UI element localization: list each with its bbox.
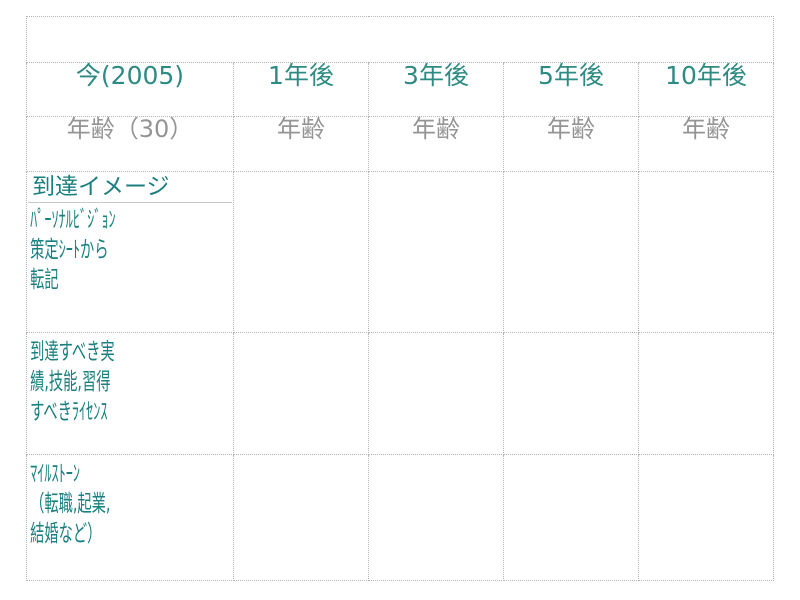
row-sublabel-line: 到達すべき実 — [30, 339, 115, 365]
year-header-now: 今(2005) — [26, 61, 234, 117]
year-label: 5年後 — [538, 61, 604, 90]
entry-cell-achievements-1y[interactable] — [368, 332, 504, 455]
year-label: 今(2005) — [75, 61, 185, 90]
row-sublabel-block: ﾊﾟｰｿﾅﾙﾋﾞｼﾞｮﾝ 策定ｼｰﾄから 転記 — [27, 203, 233, 295]
row-sublabel-line: すべきﾗｲｾﾝｽ — [30, 399, 108, 425]
entry-cell-reach-image-now[interactable] — [233, 171, 369, 333]
year-header-3y: 3年後 — [368, 61, 504, 117]
age-header-5y: 年齢 — [503, 115, 639, 172]
year-header-10y: 10年後 — [637, 61, 775, 117]
row-sublabel-line: 結婚など） — [30, 521, 102, 547]
entry-cell-milestones-1y[interactable] — [368, 454, 504, 581]
age-header-1y: 年齢 — [233, 115, 369, 172]
age-header-row: 年齢（30） 年齢 年齢 年齢 年齢 — [26, 115, 775, 172]
row-sublabel-line: ﾊﾟｰｿﾅﾙﾋﾞｼﾞｮﾝ — [30, 207, 116, 233]
table-row: 到達すべき実 績,技能,習得 すべきﾗｲｾﾝｽ — [26, 332, 775, 455]
table-row: ﾏｲﾙｽﾄｰﾝ （転職,起業, 結婚など） — [26, 454, 775, 581]
row-label-milestones: ﾏｲﾙｽﾄｰﾝ （転職,起業, 結婚など） — [26, 454, 234, 581]
age-header-3y: 年齢 — [368, 115, 504, 172]
row-label-achievements: 到達すべき実 績,技能,習得 すべきﾗｲｾﾝｽ — [26, 332, 234, 455]
entry-cell-reach-image-5y[interactable] — [637, 171, 775, 333]
age-label: 年齢 — [682, 115, 730, 143]
year-header-1y: 1年後 — [233, 61, 369, 117]
entry-cell-milestones-5y[interactable] — [637, 454, 775, 581]
entry-cell-achievements-now[interactable] — [233, 332, 369, 455]
row-sublabel-block: 到達すべき実 績,技能,習得 すべきﾗｲｾﾝｽ — [27, 333, 233, 427]
action-plan-table: 行動計画表（ストラテジー／戦略） 今(2005) 1年後 3年後 5年後 10年… — [25, 16, 775, 581]
age-label: 年齢 — [277, 115, 325, 143]
title-row: 行動計画表（ストラテジー／戦略） — [25, 16, 775, 63]
row-sublabel-line: （転職,起業, — [30, 491, 111, 517]
row-sublabel-line: 績,技能,習得 — [30, 369, 111, 395]
age-label: 年齢 — [412, 115, 460, 143]
age-label: 年齢 — [547, 115, 595, 143]
entry-cell-achievements-3y[interactable] — [503, 332, 639, 455]
year-label: 10年後 — [665, 61, 747, 90]
table-row: 到達イメージ ﾊﾟｰｿﾅﾙﾋﾞｼﾞｮﾝ 策定ｼｰﾄから 転記 — [26, 171, 775, 333]
heading-divider — [28, 202, 232, 203]
entry-cell-milestones-3y[interactable] — [503, 454, 639, 581]
year-label: 3年後 — [403, 61, 469, 90]
entry-cell-reach-image-3y[interactable] — [503, 171, 639, 333]
sheet-title-cell: 行動計画表（ストラテジー／戦略） — [25, 16, 775, 63]
row-sublabel-line: ﾏｲﾙｽﾄｰﾝ — [30, 461, 81, 487]
year-label: 1年後 — [268, 61, 334, 90]
row-sublabel-block: ﾏｲﾙｽﾄｰﾝ （転職,起業, 結婚など） — [27, 455, 233, 549]
action-plan-sheet: 行動計画表（ストラテジー／戦略） 今(2005) 1年後 3年後 5年後 10年… — [25, 16, 775, 581]
age-header-now: 年齢（30） — [26, 115, 234, 172]
age-header-10y: 年齢 — [637, 115, 775, 172]
row-sublabel-line: 転記 — [30, 267, 59, 293]
age-label: 年齢（30） — [66, 115, 194, 143]
entry-cell-achievements-5y[interactable] — [637, 332, 775, 455]
row-sublabel-line: 策定ｼｰﾄから — [30, 237, 109, 263]
row-label-reach-image: 到達イメージ ﾊﾟｰｿﾅﾙﾋﾞｼﾞｮﾝ 策定ｼｰﾄから 転記 — [26, 171, 234, 333]
page-title: 行動計画表（ストラテジー／戦略） — [176, 24, 624, 55]
row-heading: 到達イメージ — [32, 174, 170, 200]
entry-cell-milestones-now[interactable] — [233, 454, 369, 581]
year-header-row: 今(2005) 1年後 3年後 5年後 10年後 — [26, 61, 775, 117]
entry-cell-reach-image-1y[interactable] — [368, 171, 504, 333]
year-header-5y: 5年後 — [503, 61, 639, 117]
